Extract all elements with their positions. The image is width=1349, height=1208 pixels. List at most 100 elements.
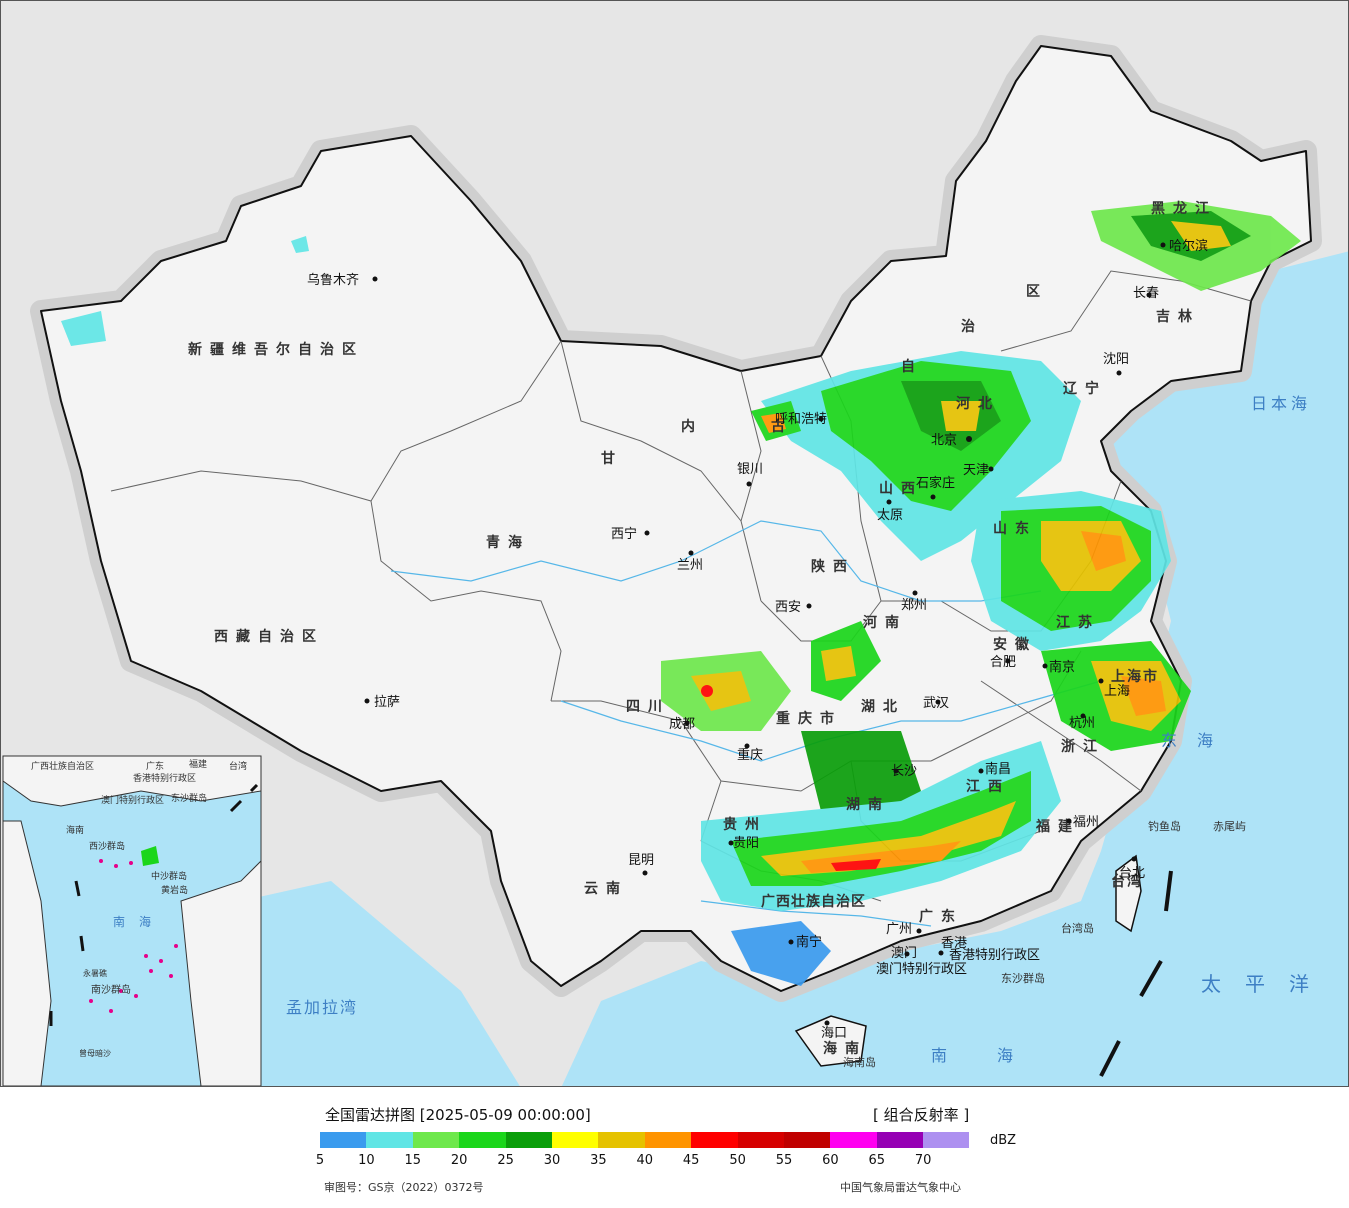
city-taipei: 台北 [1119,866,1145,881]
inset-label-yongshu: 永暑礁 [83,968,107,978]
label-japan-sea: 日本海 [1251,394,1311,413]
label-macau-sar: 澳门特别行政区 [876,961,967,977]
label-qinghai: 青海 [486,534,530,551]
label-xizang: 西藏自治区 [214,628,324,645]
scale-swatch [412,1132,460,1148]
inset-label-nanhai: 南海 [113,914,165,929]
maritime-boundaries [1099,870,1173,1077]
credit-line: 中国气象局雷达气象中心 [840,1181,961,1194]
label-neimenggu-zi: 自 [901,358,923,375]
radar-map[interactable]: 新疆维吾尔自治区 西藏自治区 青海 甘 内 古 自 治 区 黑龙江 吉林 辽宁 … [0,0,1349,1087]
city-shijiazhuang: 石家庄 [916,475,955,491]
scale-swatch [923,1132,970,1148]
color-scale [320,1132,970,1148]
city-xining: 西宁 [611,526,637,542]
label-chongqing: 重庆市 [776,710,842,727]
scale-tick-label: 65 [868,1153,886,1168]
label-sichuan: 四川 [626,699,670,715]
city-changchun: 长春 [1133,286,1159,301]
label-dongsha: 东沙群岛 [1001,971,1045,985]
label-guangxi: 广西壮族自治区 [761,893,866,910]
scale-swatch [644,1132,692,1148]
scale-tick-label: 5 [315,1153,325,1168]
inset-label-taiwan: 台湾 [229,760,247,772]
city-haikou: 海口 [821,1026,847,1041]
inset-label-zengmu: 曾母暗沙 [79,1048,111,1058]
unit-label: dBZ [990,1133,1017,1148]
inset-label-dongsha: 东沙群岛 [171,792,207,804]
city-yinchuan: 银川 [737,462,763,477]
legend-title: 全国雷达拼图 [2025-05-09 00:00:00] [325,1106,591,1124]
inset-label-macau: 澳门特别行政区 [101,794,164,806]
label-zhejiang: 浙江 [1061,738,1105,755]
label-shanxi: 山西 [879,481,923,497]
label-hainan: 海南 [823,1040,867,1057]
label-liaoning: 辽宁 [1063,380,1107,397]
map-canvas: 新疆维吾尔自治区 西藏自治区 青海 甘 内 古 自 治 区 黑龙江 吉林 辽宁 … [1,1,1348,1086]
city-macau: 澳门 [891,945,917,961]
label-neimenggu-qu: 区 [1026,284,1048,300]
label-shandong: 山东 [993,520,1037,537]
legend-panel: 全国雷达拼图 [2025-05-09 00:00:00] [ 组合反射率 ] 5… [0,1087,1349,1208]
city-wuhan: 武汉 [923,696,949,711]
city-hangzhou: 杭州 [1069,716,1095,731]
city-xian: 西安 [775,600,801,615]
label-henan: 河南 [863,614,907,631]
city-shanghai: 上海 [1104,684,1130,699]
label-jilin: 吉林 [1156,308,1200,325]
product-name: [ 组合反射率 ] [873,1106,970,1124]
city-shenyang: 沈阳 [1103,352,1129,367]
scale-swatch [459,1132,506,1148]
label-pacific: 太平洋 [1201,972,1333,996]
city-hongkong: 香港 [941,936,967,951]
label-neimenggu-zhi: 治 [961,318,983,335]
radar-echoes [61,201,1301,986]
inset-label-guangdong: 广东 [146,760,164,772]
scale-swatch [783,1132,831,1148]
city-hohhot: 呼和浩特 [775,412,827,427]
scale-tick-label: 25 [497,1153,514,1168]
label-jiangxi: 江西 [966,778,1010,795]
label-neimenggu-gu: 古 [771,418,793,435]
inset-label-huangyan: 黄岩岛 [161,884,188,896]
china-land [40,45,1312,992]
city-fuzhou: 福州 [1073,815,1099,830]
scale-tick-label: 70 [914,1153,932,1168]
label-hainan-island: 海南岛 [843,1055,876,1069]
label-hubei: 湖北 [861,699,905,715]
label-gansu: 甘 [601,450,623,467]
label-yunnan: 云南 [584,880,628,897]
label-neimenggu: 内 [681,418,703,435]
south-china-sea-inset [2,755,262,1086]
label-anhui: 安徽 [993,636,1037,653]
city-zhengzhou: 郑州 [901,598,927,613]
label-chiwei: 赤尾屿 [1213,820,1246,833]
scale-tick-label: 45 [682,1153,700,1168]
city-changsha: 长沙 [891,764,917,779]
scale-tick-label: 40 [636,1153,654,1168]
scale-swatch [320,1132,367,1148]
inset-label-zhongsha: 中沙群岛 [151,870,187,882]
city-tianjin: 天津 [963,463,989,478]
city-harbin: 哈尔滨 [1169,238,1208,254]
label-shanghai: 上海市 [1111,668,1159,685]
label-taiwan: 台湾 [1111,873,1143,890]
city-markers [364,242,1166,1026]
scale-tick-label: 15 [404,1153,422,1168]
scale-tick-label: 30 [543,1153,561,1168]
city-urumqi: 乌鲁木齐 [307,272,359,288]
city-lanzhou: 兰州 [677,558,703,573]
scale-tick-label: 10 [358,1153,375,1168]
scale-swatch [366,1132,413,1148]
label-jiangsu: 江苏 [1056,614,1100,631]
inset-label-guangxi: 广西壮族自治区 [31,760,94,772]
scale-tick-label: 55 [775,1153,793,1168]
inset-label-xisha: 西沙群岛 [89,840,125,852]
scale-swatch [737,1132,784,1148]
city-chengdu: 成都 [669,717,695,732]
ocean [561,251,1348,1086]
city-taiyuan: 太原 [877,508,903,523]
scale-swatch [505,1132,552,1148]
label-diaoyu: 钓鱼岛 [1148,819,1181,833]
hainan-island [794,1015,867,1067]
